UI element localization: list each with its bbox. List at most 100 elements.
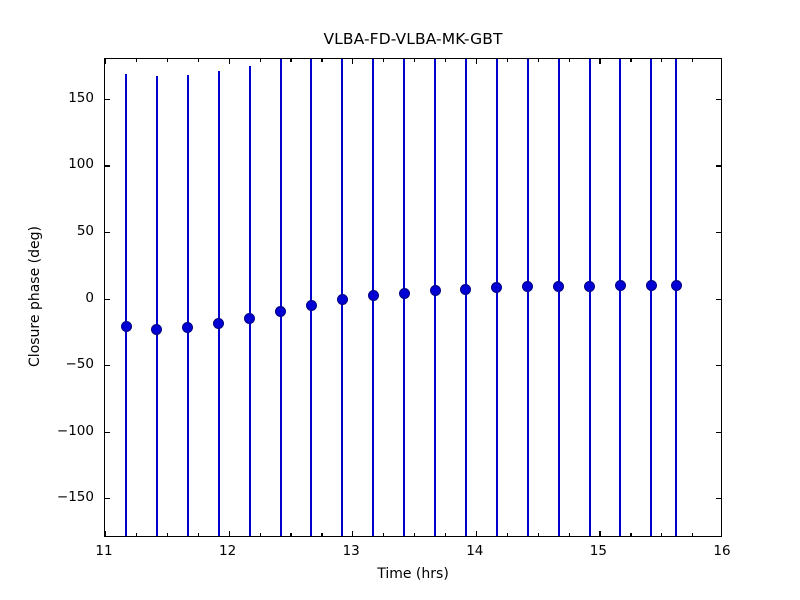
- error-bar: [217, 70, 220, 536]
- x-minor-tick-mark: [414, 533, 416, 536]
- x-minor-tick-mark: [444, 59, 447, 62]
- data-point: [182, 322, 194, 334]
- data-point: [367, 290, 379, 302]
- y-tick-label: −150: [56, 489, 94, 506]
- data-point: [491, 282, 503, 294]
- x-minor-tick-mark: [166, 533, 169, 536]
- x-tick-mark: [228, 531, 230, 536]
- y-tick-mark: [105, 298, 110, 300]
- y-tick-mark: [716, 98, 721, 101]
- y-axis-label: Closure phase (deg): [27, 226, 43, 367]
- data-point: [244, 312, 256, 324]
- data-point: [213, 318, 225, 330]
- y-tick-mark: [716, 298, 721, 300]
- x-tick-mark: [352, 59, 354, 64]
- x-minor-tick-mark: [259, 533, 261, 536]
- error-bar: [675, 59, 678, 536]
- y-tick-label: 100: [68, 156, 94, 173]
- x-minor-tick-mark: [506, 59, 508, 62]
- x-tick-label: 16: [713, 543, 731, 559]
- x-minor-tick-mark: [661, 59, 663, 62]
- x-minor-tick-mark: [692, 533, 694, 536]
- x-minor-tick-mark: [661, 533, 663, 536]
- error-bar: [619, 59, 622, 536]
- data-point: [584, 281, 595, 293]
- error-bar: [526, 59, 529, 536]
- y-tick-mark: [105, 365, 110, 367]
- x-minor-tick-mark: [568, 59, 570, 62]
- x-minor-tick-mark: [321, 59, 323, 62]
- x-tick-label: 15: [589, 543, 607, 559]
- y-tick-label: −50: [65, 356, 95, 373]
- x-minor-tick-mark: [630, 533, 632, 536]
- x-tick-mark: [105, 59, 107, 64]
- x-minor-tick-mark: [692, 59, 694, 62]
- x-tick-mark: [599, 531, 601, 536]
- y-tick-label: 50: [76, 222, 94, 239]
- error-bar: [186, 74, 189, 536]
- x-tick-label: 13: [342, 543, 360, 559]
- x-tick-mark: [105, 531, 107, 536]
- x-minor-tick-mark: [259, 59, 261, 62]
- x-minor-tick-mark: [321, 533, 323, 536]
- x-minor-tick-mark: [135, 533, 138, 536]
- error-bar: [248, 65, 251, 536]
- data-point: [670, 279, 682, 291]
- y-tick-mark: [105, 231, 110, 234]
- data-point: [398, 287, 410, 299]
- x-minor-tick-mark: [290, 59, 292, 62]
- x-tick-mark: [475, 59, 478, 64]
- x-axis-label: Time (hrs): [377, 566, 449, 582]
- data-point: [336, 294, 348, 306]
- x-minor-tick-mark: [630, 59, 632, 62]
- x-minor-tick-mark: [166, 59, 169, 62]
- y-tick-mark: [716, 231, 721, 234]
- x-minor-tick-mark: [197, 59, 199, 62]
- x-minor-tick-mark: [537, 59, 539, 62]
- error-bar: [557, 59, 560, 536]
- data-point: [305, 299, 317, 311]
- y-tick-mark: [716, 165, 721, 167]
- error-bar: [279, 59, 282, 536]
- chart-title: VLBA-FD-VLBA-MK-GBT: [323, 30, 503, 48]
- error-bar: [155, 76, 158, 536]
- data-point: [645, 279, 657, 291]
- y-tick-mark: [105, 431, 110, 433]
- error-bar: [464, 59, 467, 536]
- error-bar: [434, 59, 436, 536]
- x-minor-tick-mark: [568, 533, 570, 536]
- x-minor-tick-mark: [414, 59, 416, 62]
- error-bar: [650, 59, 653, 536]
- x-tick-mark: [352, 531, 354, 536]
- y-tick-mark: [716, 498, 721, 500]
- error-bar: [310, 59, 313, 536]
- data-point: [151, 323, 163, 335]
- error-bar: [495, 59, 498, 536]
- data-layer: [105, 59, 721, 536]
- x-minor-tick-mark: [383, 533, 385, 536]
- x-minor-tick-mark: [383, 59, 385, 62]
- data-point: [120, 320, 132, 332]
- x-minor-tick-mark: [197, 533, 199, 536]
- plot-area: [104, 58, 722, 537]
- data-point: [275, 306, 286, 318]
- x-tick-label: 11: [95, 543, 113, 559]
- data-point: [614, 279, 626, 291]
- x-minor-tick-mark: [537, 533, 539, 536]
- y-tick-label: 0: [85, 289, 94, 306]
- y-tick-mark: [105, 98, 110, 101]
- x-minor-tick-mark: [444, 533, 447, 536]
- x-minor-tick-mark: [506, 533, 508, 536]
- y-tick-label: 150: [68, 89, 94, 106]
- data-point: [460, 283, 472, 295]
- y-tick-mark: [105, 165, 110, 167]
- x-tick-mark: [599, 59, 601, 64]
- x-minor-tick-mark: [135, 59, 138, 62]
- x-tick-label: 12: [219, 543, 237, 559]
- data-point: [429, 285, 441, 297]
- error-bar: [588, 59, 591, 536]
- x-tick-mark: [475, 531, 478, 536]
- x-minor-tick-mark: [290, 533, 292, 536]
- y-tick-mark: [716, 365, 721, 367]
